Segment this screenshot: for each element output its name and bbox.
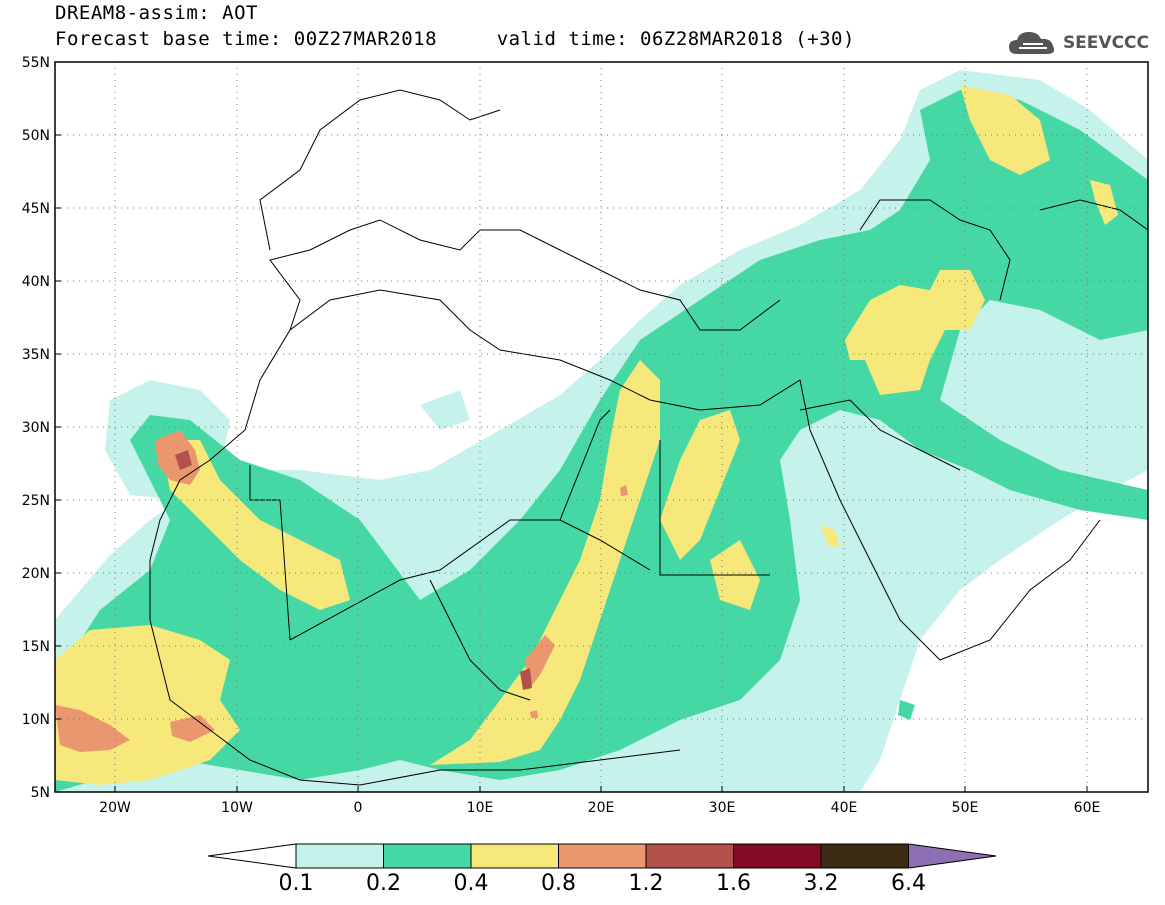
lat-label: 55N bbox=[22, 55, 50, 71]
lat-label: 5N bbox=[31, 785, 50, 801]
colorbar-high-arrow bbox=[908, 843, 997, 869]
lat-label: 25N bbox=[22, 493, 50, 509]
lon-labels: 20W 10W 0 10E 20E 30E 40E 50E 60E bbox=[99, 800, 1100, 816]
logo-text: SEEVCCC bbox=[1062, 33, 1149, 53]
lat-label: 45N bbox=[22, 201, 50, 217]
lon-label: 40E bbox=[831, 800, 858, 816]
colorbar-label: 0.4 bbox=[453, 871, 489, 896]
lat-label: 10N bbox=[22, 712, 50, 728]
colorbar-label: 6.4 bbox=[891, 871, 926, 896]
lon-label: 10W bbox=[221, 800, 253, 816]
lat-label: 50N bbox=[22, 128, 50, 144]
lon-label: 60E bbox=[1074, 800, 1101, 816]
lon-label: 30E bbox=[709, 800, 736, 816]
lon-label: 50E bbox=[952, 800, 979, 816]
colorbar-swatch bbox=[383, 843, 472, 869]
colorbar-swatch bbox=[558, 843, 647, 869]
colorbar-label: 0.1 bbox=[278, 871, 314, 896]
lat-label: 40N bbox=[22, 274, 50, 290]
tick-marks bbox=[55, 61, 1088, 792]
colorbar-label: 3.2 bbox=[803, 871, 839, 896]
lat-label: 30N bbox=[22, 420, 50, 436]
lat-label: 20N bbox=[22, 566, 50, 582]
colorbar-swatch bbox=[820, 843, 909, 869]
colorbar-swatch bbox=[470, 843, 559, 869]
lon-label: 20E bbox=[588, 800, 615, 816]
colorbar-label: 1.6 bbox=[716, 871, 751, 896]
cloud-icon bbox=[1008, 32, 1055, 54]
colorbar-low-arrow bbox=[207, 843, 297, 869]
colorbar-label: 0.2 bbox=[366, 871, 401, 896]
lon-label: 10E bbox=[467, 800, 494, 816]
map-subtitle-times: Forecast base time: 00Z27MAR2018 valid t… bbox=[55, 28, 855, 50]
colorbar-label: 1.2 bbox=[628, 871, 664, 896]
seevccc-logo: SEEVCCC bbox=[1007, 28, 1149, 58]
lat-label: 35N bbox=[22, 347, 50, 363]
lat-label: 15N bbox=[22, 639, 50, 655]
colorbar-swatch bbox=[645, 843, 734, 869]
gridlines bbox=[55, 62, 1148, 792]
colorbar-swatch bbox=[733, 843, 822, 869]
map-title: DREAM8-assim: AOT bbox=[55, 2, 258, 24]
lon-label: 0 bbox=[354, 800, 363, 816]
lon-label: 20W bbox=[99, 800, 131, 816]
lat-labels: 55N 50N 45N 40N 35N 30N 25N 20N 15N 10N … bbox=[22, 55, 50, 801]
aot-contour-fields bbox=[55, 70, 1148, 792]
colorbar-label: 0.8 bbox=[541, 871, 576, 896]
colorbar bbox=[207, 843, 997, 869]
colorbar-swatch bbox=[295, 843, 384, 869]
